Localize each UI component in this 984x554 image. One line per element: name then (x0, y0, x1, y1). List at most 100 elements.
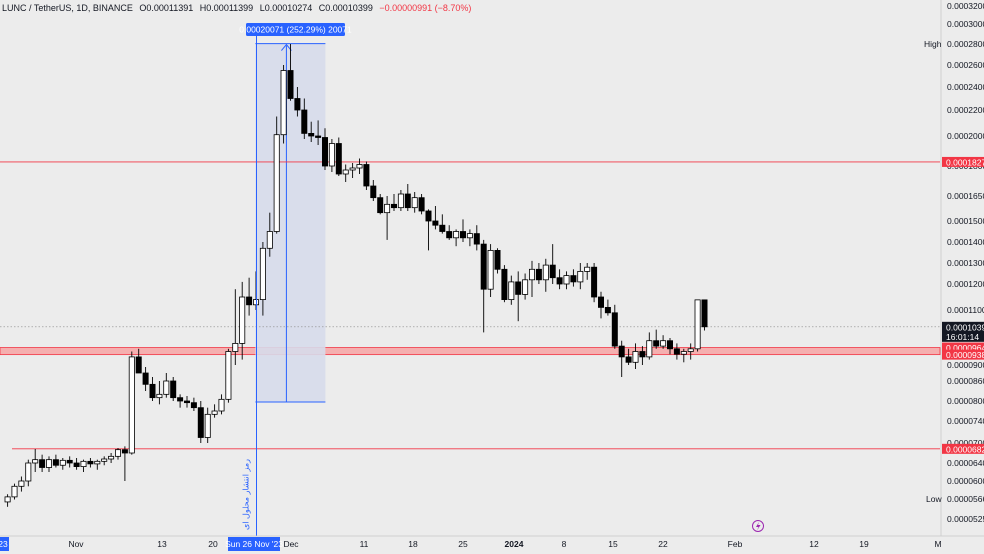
candle[interactable] (232, 289, 239, 365)
candle[interactable] (404, 184, 411, 211)
candle[interactable] (301, 98, 308, 140)
candle[interactable] (701, 299, 708, 331)
candle[interactable] (390, 194, 397, 211)
candle[interactable] (94, 459, 101, 470)
candle[interactable] (618, 340, 625, 377)
candle[interactable] (611, 304, 618, 349)
candle[interactable] (163, 373, 170, 398)
measure-box[interactable] (255, 43, 326, 402)
candle[interactable] (287, 44, 294, 101)
candle[interactable] (52, 454, 59, 468)
candle[interactable] (4, 494, 11, 507)
candle[interactable] (46, 456, 53, 472)
candle[interactable] (204, 407, 211, 443)
candle[interactable] (315, 120, 322, 145)
candle[interactable] (529, 260, 536, 297)
candle[interactable] (563, 271, 570, 290)
candle[interactable] (646, 332, 653, 360)
candle[interactable] (425, 209, 432, 251)
candle[interactable] (156, 381, 163, 405)
candle[interactable] (183, 396, 190, 408)
candle[interactable] (549, 244, 556, 284)
candle[interactable] (108, 453, 115, 463)
candle[interactable] (280, 65, 287, 144)
symbol-title[interactable]: LUNC / TetherUS, 1D, BINANCE (2, 3, 133, 13)
candle[interactable] (101, 456, 108, 466)
candle[interactable] (321, 128, 328, 170)
candle[interactable] (446, 225, 453, 240)
candle[interactable] (439, 214, 446, 234)
candle[interactable] (542, 258, 549, 292)
candle[interactable] (135, 348, 142, 374)
candle[interactable] (25, 459, 32, 487)
candle[interactable] (667, 338, 674, 355)
candle[interactable] (584, 263, 591, 280)
candle[interactable] (418, 194, 425, 215)
candle[interactable] (218, 394, 225, 415)
candle[interactable] (66, 456, 73, 468)
time-axis-bg[interactable] (0, 536, 984, 554)
candle[interactable] (494, 248, 501, 274)
candle[interactable] (328, 139, 335, 172)
candle[interactable] (577, 263, 584, 290)
candle[interactable] (239, 281, 246, 360)
candle[interactable] (680, 348, 687, 363)
candle[interactable] (466, 229, 473, 247)
candle[interactable] (459, 219, 466, 242)
candle[interactable] (356, 158, 363, 175)
candle[interactable] (453, 229, 460, 247)
candle[interactable] (266, 212, 273, 257)
candle[interactable] (411, 192, 418, 213)
candle[interactable] (632, 343, 639, 369)
support-zone[interactable] (0, 347, 941, 356)
candle[interactable] (535, 263, 542, 284)
candle[interactable] (87, 458, 94, 468)
candle[interactable] (473, 225, 480, 251)
candle[interactable] (508, 275, 515, 305)
candle[interactable] (556, 269, 563, 290)
candle[interactable] (142, 367, 149, 391)
candle[interactable] (377, 194, 384, 215)
candle[interactable] (273, 116, 280, 234)
candle[interactable] (177, 394, 184, 408)
candle[interactable] (501, 265, 508, 303)
candle[interactable] (128, 351, 135, 455)
candle[interactable] (480, 239, 487, 333)
lightning-icon[interactable] (752, 520, 764, 532)
candle[interactable] (121, 446, 128, 481)
candle[interactable] (259, 242, 266, 316)
candle[interactable] (39, 454, 46, 472)
candle[interactable] (570, 269, 577, 287)
candle[interactable] (294, 87, 301, 117)
candle[interactable] (211, 404, 218, 418)
candle[interactable] (687, 343, 694, 360)
candle[interactable] (432, 206, 439, 230)
candle[interactable] (660, 335, 667, 349)
candle[interactable] (522, 273, 529, 300)
candle[interactable] (515, 271, 522, 322)
candle[interactable] (673, 343, 680, 360)
candle[interactable] (363, 161, 370, 191)
candle[interactable] (225, 348, 232, 403)
candle[interactable] (32, 449, 39, 472)
candle[interactable] (639, 346, 646, 365)
candle[interactable] (246, 277, 253, 316)
candle[interactable] (73, 458, 80, 470)
candle[interactable] (487, 244, 494, 297)
candle[interactable] (370, 180, 377, 201)
candle[interactable] (115, 448, 122, 460)
candle[interactable] (653, 329, 660, 349)
candle[interactable] (397, 190, 404, 211)
candle[interactable] (591, 263, 598, 303)
candle[interactable] (335, 137, 342, 177)
candle[interactable] (59, 458, 66, 470)
candle[interactable] (384, 196, 391, 240)
candle[interactable] (598, 291, 605, 319)
candle[interactable] (197, 401, 204, 443)
candle[interactable] (694, 299, 701, 352)
candle[interactable] (604, 299, 611, 316)
candle[interactable] (342, 164, 349, 183)
candle[interactable] (308, 121, 315, 142)
candle[interactable] (80, 459, 87, 472)
